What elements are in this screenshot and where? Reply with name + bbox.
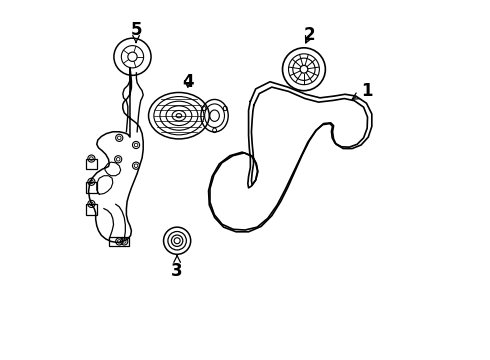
FancyBboxPatch shape	[109, 237, 129, 246]
FancyBboxPatch shape	[86, 204, 97, 215]
FancyBboxPatch shape	[86, 158, 97, 169]
Text: 1: 1	[352, 82, 372, 100]
Text: 3: 3	[172, 256, 183, 280]
Text: 4: 4	[182, 73, 194, 91]
Text: 2: 2	[303, 26, 315, 44]
Text: 5: 5	[130, 21, 142, 42]
FancyBboxPatch shape	[86, 182, 97, 193]
